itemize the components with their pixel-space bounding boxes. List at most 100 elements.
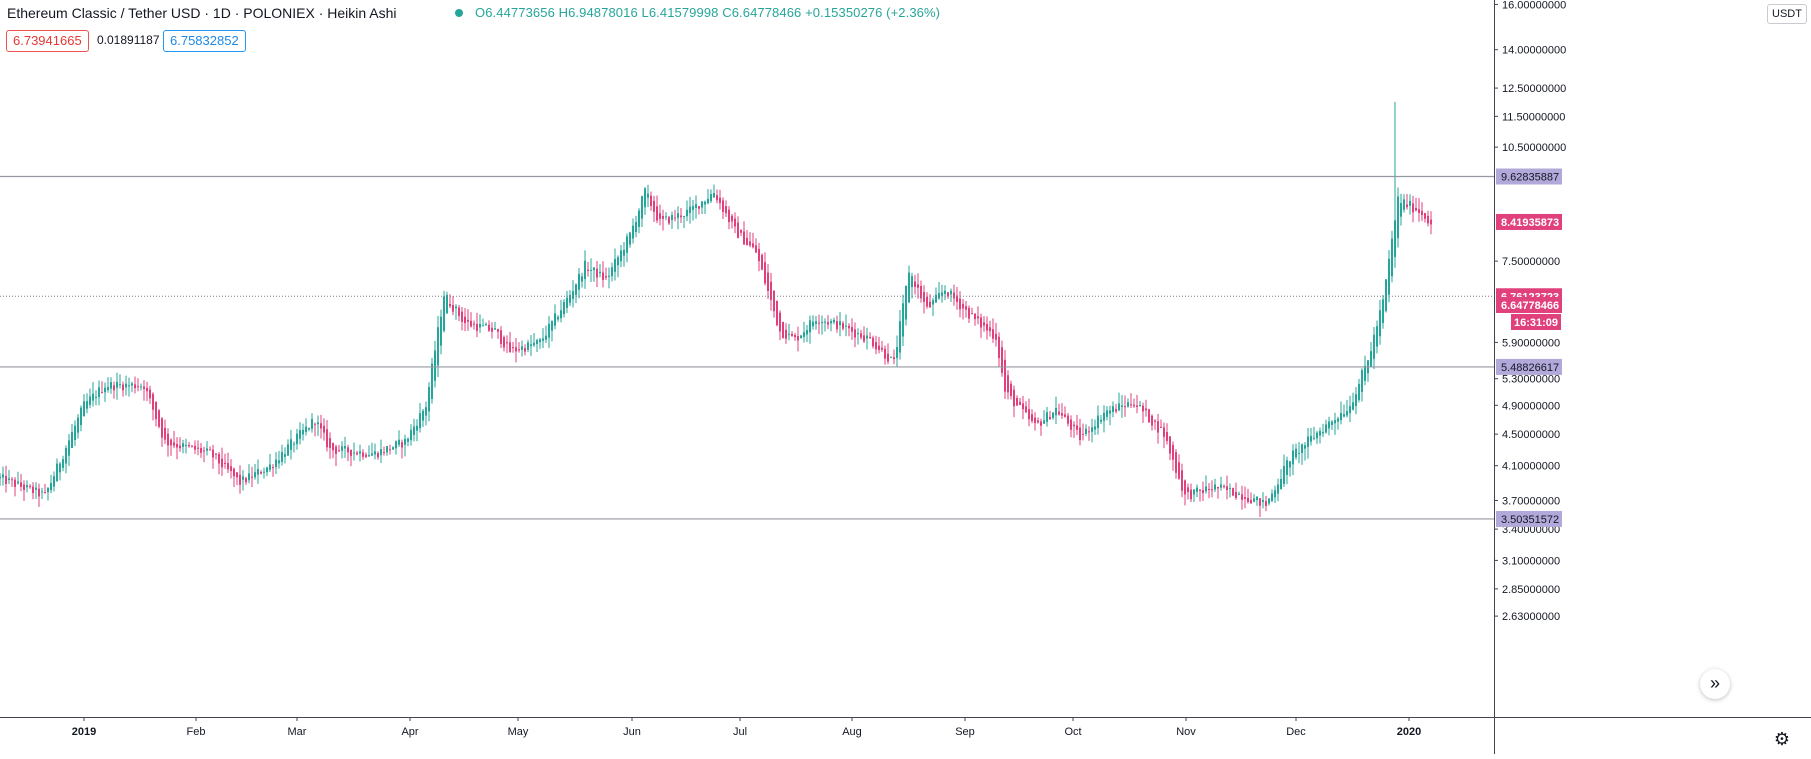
candle-body[interactable] [1412,203,1414,213]
candle-body[interactable] [2,474,4,478]
candle-body[interactable] [395,441,397,449]
candle-body[interactable] [494,328,496,330]
candle-body[interactable] [1127,402,1129,407]
candle-body[interactable] [1379,310,1381,337]
candle-body[interactable] [1133,404,1135,407]
candle-body[interactable] [710,194,712,202]
candle-body[interactable] [695,204,697,208]
candle-body[interactable] [425,407,427,416]
candle-body[interactable] [29,486,31,488]
candle-body[interactable] [452,305,454,312]
candle-body[interactable] [143,386,145,390]
candle-body[interactable] [326,429,328,448]
candle-body[interactable] [836,321,838,330]
candle-body[interactable] [1112,406,1114,413]
candle-body[interactable] [1391,238,1393,277]
candle-body[interactable] [1202,490,1204,494]
candle-body[interactable] [1007,375,1009,393]
candle-body[interactable] [656,206,658,221]
candle-body[interactable] [413,426,415,436]
candle-body[interactable] [590,269,592,271]
candle-body[interactable] [1361,370,1363,392]
candle-body[interactable] [341,446,343,451]
candle-body[interactable] [269,464,271,470]
symbol-title[interactable]: Ethereum Classic / Tether USD · 1D · POL… [7,5,397,21]
candle-body[interactable] [104,387,106,393]
candle-body[interactable] [1109,410,1111,414]
candle-body[interactable] [122,384,124,391]
candle-body[interactable] [635,222,637,232]
candle-body[interactable] [1253,498,1255,502]
candle-body[interactable] [977,316,979,319]
candle-body[interactable] [968,307,970,319]
candle-body[interactable] [677,213,679,218]
candle-body[interactable] [953,292,955,299]
candle-body[interactable] [101,392,103,394]
candle-body[interactable] [548,323,550,338]
candle-body[interactable] [851,327,853,332]
candle-body[interactable] [1232,488,1234,496]
candle-body[interactable] [1343,414,1345,417]
candle-body[interactable] [983,322,985,326]
candle-body[interactable] [1424,213,1426,219]
candle-body[interactable] [788,333,790,335]
candle-body[interactable] [305,426,307,433]
candle-body[interactable] [1250,499,1252,504]
candle-body[interactable] [401,442,403,448]
candle-body[interactable] [623,249,625,256]
candle-body[interactable] [935,294,937,303]
candle-body[interactable] [1124,406,1126,408]
candle-body[interactable] [188,445,190,447]
candle-body[interactable] [191,445,193,447]
candle-body[interactable] [1175,452,1177,473]
candle-body[interactable] [758,248,760,262]
candle-body[interactable] [1091,427,1093,432]
candle-body[interactable] [1046,412,1048,422]
candle-body[interactable] [1184,480,1186,495]
candle-body[interactable] [554,313,556,326]
candle-body[interactable] [1013,389,1015,407]
candle-body[interactable] [662,216,664,219]
candle-body[interactable] [290,439,292,450]
candle-body[interactable] [1052,412,1054,419]
candle-body[interactable] [830,321,832,324]
candle-body[interactable] [251,476,253,478]
candle-body[interactable] [1076,425,1078,430]
candle-body[interactable] [1217,487,1219,489]
candle-body[interactable] [32,486,34,494]
candle-body[interactable] [1022,403,1024,410]
candle-body[interactable] [1340,413,1342,421]
candle-body[interactable] [725,206,727,214]
candle-body[interactable] [149,389,151,399]
candle-body[interactable] [116,381,118,388]
candle-body[interactable] [560,310,562,319]
candle-body[interactable] [74,425,76,440]
candle-body[interactable] [713,192,715,198]
candle-body[interactable] [437,327,439,366]
candle-body[interactable] [1334,420,1336,424]
candle-body[interactable] [905,285,907,320]
candle-body[interactable] [311,418,313,429]
candle-body[interactable] [941,292,943,296]
candle-body[interactable] [1067,415,1069,424]
candle-body[interactable] [1427,215,1429,224]
candle-body[interactable] [518,349,520,351]
candle-body[interactable] [1304,445,1306,449]
candle-body[interactable] [167,433,169,446]
candle-body[interactable] [1256,496,1258,501]
candle-body[interactable] [632,225,634,239]
candle-body[interactable] [737,222,739,238]
candle-body[interactable] [773,290,775,312]
candle-body[interactable] [992,329,994,339]
candle-body[interactable] [59,463,61,473]
candle-body[interactable] [584,260,586,280]
candle-body[interactable] [1307,436,1309,447]
candle-body[interactable] [200,448,202,453]
candle-body[interactable] [1034,417,1036,424]
candle-body[interactable] [419,413,421,429]
candle-body[interactable] [668,216,670,224]
candle-body[interactable] [884,348,886,359]
candle-body[interactable] [866,335,868,339]
candle-body[interactable] [299,430,301,439]
candle-body[interactable] [1151,415,1153,426]
